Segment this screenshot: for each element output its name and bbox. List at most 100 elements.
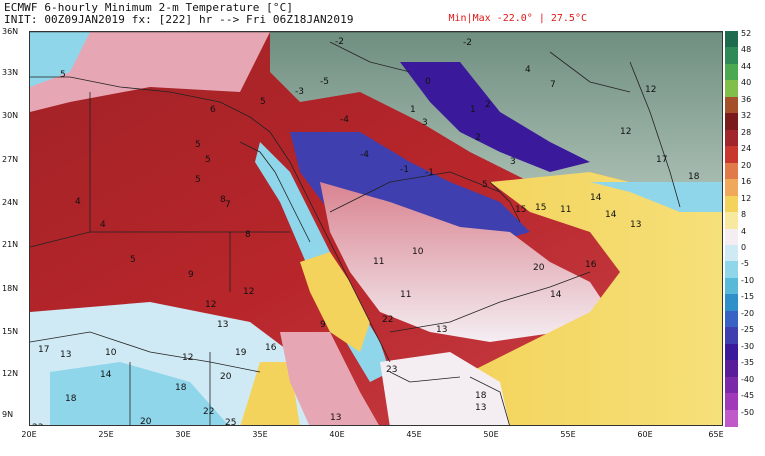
map-value: 13 [60, 350, 71, 360]
colorbar-segment [725, 343, 738, 361]
map-value: 18 [175, 383, 187, 393]
colorbar-label: -25 [741, 325, 755, 335]
lat-label: 18N [2, 284, 19, 293]
lat-label: 33N [2, 68, 19, 77]
map-value-labels: 5 6 4 5 8 5 5 4 5 9 12 12 13 10 12 17 13… [32, 37, 700, 426]
map-value: 23 [386, 365, 397, 375]
init-line: INIT: 00Z09JAN2019 fx: [222] hr --> Fri … [4, 13, 354, 26]
lat-label: 24N [2, 198, 19, 207]
colorbar-segment [725, 327, 738, 345]
colorbar-segment [725, 96, 738, 114]
colorbar-segment [725, 195, 738, 213]
map-value: 3 [422, 118, 428, 128]
colorbar-segment [725, 228, 738, 246]
map-value: 12 [182, 353, 193, 363]
map-value: 8 [220, 195, 226, 205]
colorbar-segment [725, 162, 738, 180]
lat-label: 15N [2, 327, 19, 336]
map-value: 18 [65, 394, 77, 404]
map-value: 5 [205, 155, 211, 165]
colorbar-label: -40 [741, 374, 755, 384]
colorbar-segment [725, 47, 738, 65]
map-value: 23 [32, 423, 43, 426]
lon-label: 35E [252, 430, 268, 439]
lon-label: 60E [637, 430, 653, 439]
colorbar-label: -10 [741, 275, 755, 285]
map-value: 11 [373, 257, 384, 267]
lat-label: 12N [2, 369, 19, 378]
map-value: 5 [482, 180, 488, 190]
colorbar-segment [725, 376, 738, 394]
colorbar-segment [725, 261, 738, 279]
colorbar-segment [725, 179, 738, 197]
colorbar-label: -45 [741, 391, 755, 401]
map-value: 14 [590, 193, 602, 203]
lon-label: 40E [329, 430, 345, 439]
colorbar-segment [725, 294, 738, 312]
colorbar-label: -5 [741, 259, 749, 269]
map-value: 7 [550, 80, 556, 90]
map-value: 7 [225, 200, 231, 210]
map-graphic: 5 6 4 5 8 5 5 4 5 9 12 12 13 10 12 17 13… [30, 32, 722, 426]
map-value: 5 [195, 175, 201, 185]
lon-label: 30E [175, 430, 191, 439]
colorbar-segment [725, 129, 738, 147]
map-value: 6 [210, 105, 216, 115]
map-value: 9 [188, 270, 194, 280]
map-value: 12 [205, 300, 216, 310]
map-value: 22 [203, 407, 214, 417]
colorbar-label: 8 [741, 210, 747, 220]
colorbar-segment [725, 113, 738, 131]
map-value: 18 [688, 172, 700, 182]
map-value: 22 [382, 315, 393, 325]
map-value: 9 [320, 320, 326, 330]
map-value: -4 [360, 150, 369, 160]
lat-label: 27N [2, 155, 19, 164]
map-value: -1 [425, 168, 434, 178]
colorbar-label: 44 [741, 61, 752, 71]
map-value: 10 [105, 348, 117, 358]
map-value: 13 [630, 220, 641, 230]
colorbar-label: 16 [741, 177, 752, 187]
colorbar-segment [725, 63, 738, 81]
map-value: 17 [38, 345, 49, 355]
map-value: 1 [470, 105, 476, 115]
map-value: 20 [220, 372, 232, 382]
colorbar-label: 52 [741, 29, 752, 38]
lon-label: 45E [406, 430, 422, 439]
colorbar-segment [725, 393, 738, 411]
colorbar-label: 24 [741, 144, 752, 154]
colorbar-label: 32 [741, 111, 752, 121]
colorbar-label: 40 [741, 78, 752, 88]
map-value: 11 [400, 290, 411, 300]
map-value: 19 [235, 348, 247, 358]
map-value: 15 [535, 203, 546, 213]
map-value: 4 [100, 220, 106, 230]
colorbar-label: -35 [741, 358, 755, 368]
colorbar-label: 36 [741, 94, 752, 104]
min-max-readout: Min|Max -22.0° | 27.5°C [448, 13, 587, 24]
colorbar-segment [725, 31, 738, 48]
lat-label: 36N [2, 27, 19, 36]
map-value: 4 [75, 197, 81, 207]
colorbar-segment [725, 277, 738, 295]
map-value: 14 [550, 290, 562, 300]
map-value: -2 [335, 37, 344, 47]
colorbar-label: -20 [741, 308, 755, 318]
map-value: 15 [515, 205, 526, 215]
colorbar-segment [725, 360, 738, 378]
map-value: 5 [260, 97, 266, 107]
map-value: -5 [320, 77, 329, 87]
map-value: 12 [243, 287, 254, 297]
map-value: 18 [475, 391, 487, 401]
map-value: 25 [225, 418, 236, 426]
colorbar-segment [725, 244, 738, 262]
map-value: 5 [60, 70, 66, 80]
map-value: 2 [475, 133, 481, 143]
map-value: 3 [510, 157, 516, 167]
colorbar-label: 12 [741, 193, 752, 203]
map-value: 13 [217, 320, 228, 330]
map-value: 13 [436, 325, 447, 335]
map-value: 13 [475, 403, 486, 413]
map-value: 0 [425, 77, 431, 87]
